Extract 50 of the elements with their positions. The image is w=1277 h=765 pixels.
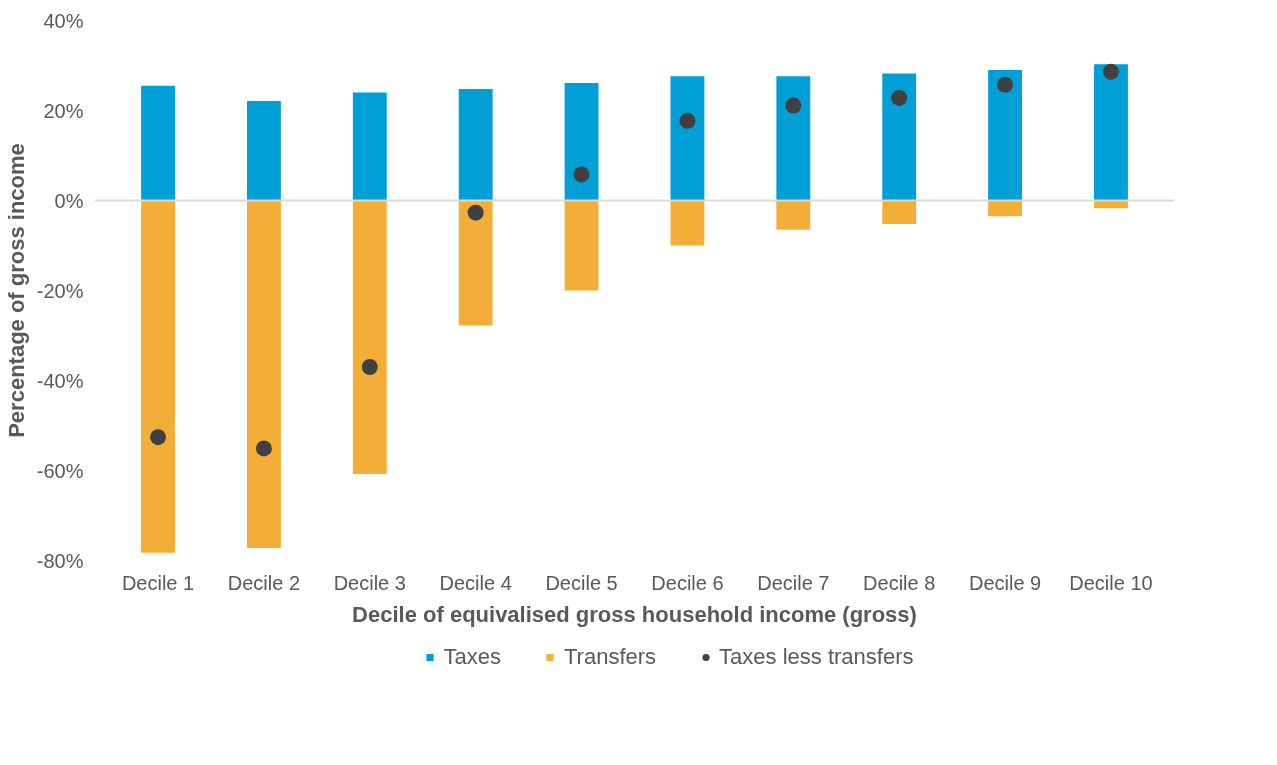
y-tick-label: 40% [43, 9, 84, 32]
point [785, 97, 802, 114]
bar [882, 73, 917, 201]
point [150, 429, 167, 446]
x-tick-label: Decile 5 [545, 571, 618, 594]
bar [352, 92, 387, 201]
x-tick-label: Decile 3 [333, 571, 406, 594]
bar [458, 88, 493, 201]
bar [776, 200, 811, 230]
legend-label: Taxes less transfers [719, 643, 914, 670]
x-tick-label: Decile 4 [439, 571, 512, 594]
y-tick-label: -80% [36, 549, 84, 572]
point [997, 76, 1014, 93]
bar [776, 76, 811, 201]
bar [564, 200, 599, 291]
bar [670, 76, 705, 201]
legend-label: Transfers [563, 643, 657, 670]
bar [141, 85, 175, 201]
bar [1094, 64, 1128, 201]
y-axis-title: Percentage of gross income [3, 143, 29, 438]
bar [564, 83, 599, 201]
x-tick-label: Decile 7 [757, 571, 830, 594]
point [467, 204, 484, 221]
bar [458, 200, 493, 326]
bar [141, 200, 175, 553]
point [1102, 63, 1119, 80]
x-tick-label: Decile 10 [1069, 571, 1153, 594]
y-tick-label: -40% [36, 369, 84, 392]
point [573, 166, 590, 183]
bar [882, 200, 917, 224]
y-tick-label: 20% [43, 99, 84, 122]
x-tick-label: Decile 6 [651, 571, 724, 594]
y-tick-label: -60% [36, 459, 84, 482]
x-tick-label: Decile 1 [121, 571, 195, 594]
point [361, 359, 378, 375]
point [891, 89, 908, 106]
point [255, 440, 272, 457]
bar [352, 200, 387, 475]
x-tick-label: Decile 9 [968, 571, 1042, 594]
x-tick-label: Decile 2 [227, 571, 301, 594]
bar [246, 101, 281, 201]
point [679, 112, 696, 129]
bar [988, 70, 1023, 201]
y-tick-label: 0% [54, 189, 84, 212]
x-axis-title: Decile of equivalised gross household income (gross) [352, 601, 917, 627]
bar [246, 200, 281, 548]
bar [670, 200, 705, 246]
x-tick-label: Decile 8 [863, 571, 936, 594]
legend-label: Taxes [443, 643, 501, 670]
y-tick-label: -20% [36, 279, 84, 302]
